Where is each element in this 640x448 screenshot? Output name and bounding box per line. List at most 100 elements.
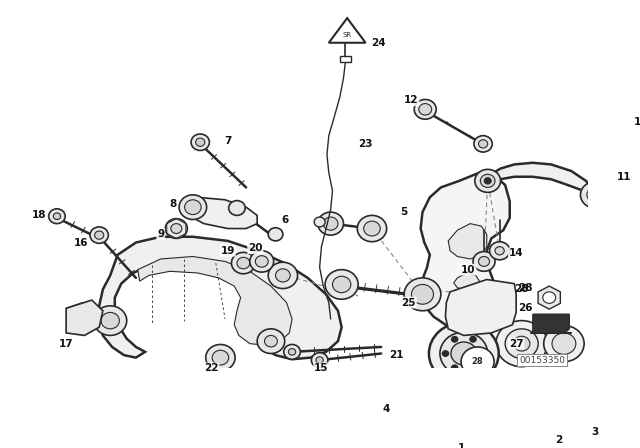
Circle shape — [255, 256, 268, 267]
Text: 22: 22 — [204, 363, 218, 373]
Circle shape — [479, 351, 485, 357]
Text: 8: 8 — [169, 199, 176, 209]
Text: 18: 18 — [31, 211, 46, 220]
Circle shape — [311, 353, 328, 367]
Text: 6: 6 — [281, 215, 289, 225]
Text: 2: 2 — [555, 435, 562, 445]
Polygon shape — [445, 280, 516, 336]
Text: 16: 16 — [74, 237, 88, 248]
Text: 7: 7 — [224, 136, 232, 146]
Polygon shape — [329, 18, 365, 43]
Circle shape — [481, 174, 495, 187]
Circle shape — [268, 262, 298, 289]
Circle shape — [289, 349, 296, 355]
Circle shape — [332, 276, 351, 293]
Circle shape — [580, 182, 610, 208]
Circle shape — [364, 221, 380, 236]
Text: 3: 3 — [591, 426, 599, 437]
Circle shape — [237, 257, 250, 269]
Circle shape — [597, 115, 612, 128]
Circle shape — [191, 134, 209, 151]
Text: 11: 11 — [618, 172, 632, 182]
Circle shape — [513, 336, 530, 351]
Circle shape — [232, 252, 255, 274]
Text: 27: 27 — [509, 339, 524, 349]
Polygon shape — [448, 224, 487, 259]
Circle shape — [543, 292, 556, 303]
Circle shape — [479, 257, 490, 267]
Polygon shape — [532, 314, 570, 333]
Circle shape — [323, 217, 338, 230]
Circle shape — [451, 342, 477, 365]
Circle shape — [470, 336, 476, 342]
Circle shape — [284, 345, 300, 359]
Polygon shape — [487, 163, 597, 197]
Circle shape — [264, 336, 277, 347]
Text: 15: 15 — [314, 363, 329, 373]
Text: 23: 23 — [358, 139, 372, 149]
Text: 19: 19 — [221, 246, 235, 256]
Circle shape — [318, 212, 344, 235]
Text: 25: 25 — [401, 297, 416, 307]
Circle shape — [451, 336, 458, 342]
Circle shape — [357, 215, 387, 242]
Circle shape — [440, 332, 488, 375]
Circle shape — [171, 224, 182, 233]
Circle shape — [93, 306, 127, 336]
Text: 10: 10 — [461, 265, 476, 275]
Circle shape — [505, 329, 538, 358]
Circle shape — [552, 333, 576, 354]
Circle shape — [479, 140, 488, 148]
Polygon shape — [538, 286, 561, 309]
Circle shape — [314, 217, 325, 227]
Circle shape — [165, 219, 188, 238]
Circle shape — [179, 195, 207, 220]
Circle shape — [419, 103, 431, 115]
Text: 14: 14 — [509, 248, 524, 258]
Circle shape — [490, 242, 509, 260]
Text: 12: 12 — [404, 95, 419, 105]
Circle shape — [276, 269, 290, 282]
Text: 17: 17 — [59, 339, 74, 349]
Polygon shape — [66, 300, 103, 336]
Text: 24: 24 — [371, 38, 386, 48]
Circle shape — [53, 213, 61, 220]
Circle shape — [90, 227, 108, 243]
Text: 1: 1 — [458, 443, 465, 448]
Text: 28: 28 — [515, 284, 529, 294]
Text: 4: 4 — [382, 405, 389, 414]
Circle shape — [451, 365, 458, 370]
Circle shape — [257, 329, 285, 353]
Circle shape — [474, 136, 492, 152]
Circle shape — [316, 357, 323, 363]
Circle shape — [228, 201, 245, 215]
Circle shape — [461, 347, 494, 376]
Text: 28: 28 — [472, 357, 483, 366]
Circle shape — [101, 312, 120, 329]
Text: 28: 28 — [518, 283, 532, 293]
Circle shape — [250, 251, 274, 272]
Text: 13: 13 — [634, 116, 640, 127]
Circle shape — [325, 270, 358, 299]
Polygon shape — [99, 237, 342, 359]
Text: 9: 9 — [157, 229, 164, 239]
Text: 00153350: 00153350 — [519, 356, 565, 365]
Text: 26: 26 — [518, 303, 532, 313]
Polygon shape — [138, 257, 292, 345]
Circle shape — [49, 209, 65, 224]
Circle shape — [205, 345, 235, 371]
Circle shape — [591, 110, 617, 133]
Circle shape — [587, 187, 604, 202]
Text: SR: SR — [342, 31, 352, 38]
Polygon shape — [184, 197, 257, 228]
Circle shape — [429, 322, 499, 385]
Circle shape — [544, 326, 584, 362]
Circle shape — [475, 169, 500, 192]
Text: 5: 5 — [401, 207, 408, 217]
Circle shape — [473, 252, 495, 271]
Circle shape — [184, 200, 201, 215]
Circle shape — [404, 278, 441, 311]
Circle shape — [412, 284, 433, 304]
Circle shape — [212, 350, 228, 365]
Polygon shape — [454, 273, 479, 290]
